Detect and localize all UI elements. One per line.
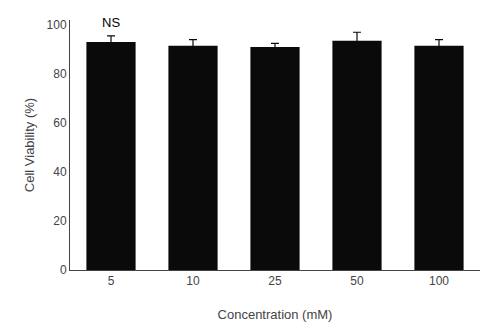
svg-text:10: 10 — [186, 274, 200, 288]
svg-text:25: 25 — [268, 274, 282, 288]
svg-text:5: 5 — [108, 274, 115, 288]
svg-text:NS: NS — [102, 15, 120, 30]
svg-text:Concentration (mM): Concentration (mM) — [218, 307, 333, 322]
svg-text:60: 60 — [53, 116, 67, 130]
svg-text:100: 100 — [429, 274, 449, 288]
svg-text:20: 20 — [53, 214, 67, 228]
svg-text:Cell Viability (%): Cell Viability (%) — [22, 98, 37, 192]
svg-text:0: 0 — [60, 263, 67, 277]
svg-text:80: 80 — [53, 67, 67, 81]
svg-text:50: 50 — [350, 274, 364, 288]
svg-text:100: 100 — [47, 18, 67, 32]
svg-text:40: 40 — [53, 165, 67, 179]
